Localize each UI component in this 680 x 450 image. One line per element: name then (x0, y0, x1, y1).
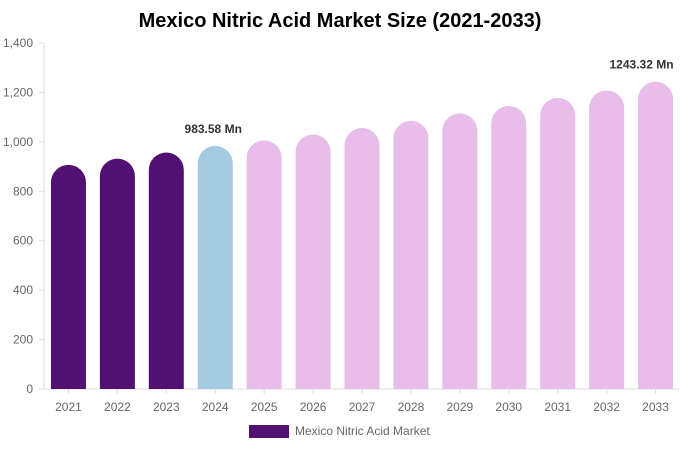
data-label-2033: 1243.32 Mn (610, 58, 674, 72)
bar-2028[interactable] (393, 120, 429, 389)
x-tick-label: 2026 (300, 400, 327, 414)
y-tick-label: 200 (13, 333, 33, 347)
bar-2026[interactable] (295, 134, 331, 389)
legend[interactable]: Mexico Nitric Acid Market (249, 424, 430, 438)
x-tick-label: 2030 (495, 400, 522, 414)
x-tick-label: 2027 (349, 400, 376, 414)
bar-2022[interactable] (99, 158, 135, 389)
bar-2025[interactable] (246, 140, 282, 389)
x-tick-label: 2024 (202, 400, 229, 414)
y-tick-label: 400 (13, 283, 33, 297)
x-tick-label: 2022 (104, 400, 131, 414)
axes: 0 200 400 600 800 1,000 1,200 1,400 2021 2022 2023… (3, 36, 680, 414)
y-tick-label: 1,400 (3, 36, 33, 50)
bar-2030[interactable] (491, 106, 527, 390)
y-tick-label: 1,000 (3, 135, 33, 149)
x-tick-label: 2028 (398, 400, 425, 414)
legend-label: Mexico Nitric Acid Market (295, 424, 430, 438)
x-tick-label: 2031 (544, 400, 571, 414)
x-tick-label: 2033 (642, 400, 669, 414)
bar-2024[interactable] (197, 145, 233, 389)
bar-2021[interactable] (50, 164, 86, 389)
y-tick-label: 800 (13, 184, 33, 198)
y-tick-label: 600 (13, 234, 33, 248)
bar-2027[interactable] (344, 128, 380, 389)
bar-2032[interactable] (589, 90, 625, 389)
bar-2029[interactable] (442, 113, 478, 389)
chart-title: Mexico Nitric Acid Market Size (2021-203… (138, 10, 542, 32)
bar-2023[interactable] (148, 152, 184, 389)
x-tick-label: 2029 (446, 400, 473, 414)
data-label-2024: 983.58 Mn (185, 122, 242, 136)
x-tick-label: 2025 (251, 400, 278, 414)
bars (50, 81, 674, 390)
x-tick-label: 2023 (153, 400, 180, 414)
legend-swatch (249, 424, 289, 438)
bar-2031[interactable] (540, 97, 576, 389)
bar-2033[interactable] (638, 81, 674, 389)
y-tick-label: 0 (26, 382, 33, 396)
x-tick-label: 2032 (593, 400, 620, 414)
y-tick-label: 1,200 (3, 85, 33, 99)
x-tick-label: 2021 (55, 400, 82, 414)
data-labels: 983.58 Mn 1243.32 Mn (185, 58, 674, 136)
